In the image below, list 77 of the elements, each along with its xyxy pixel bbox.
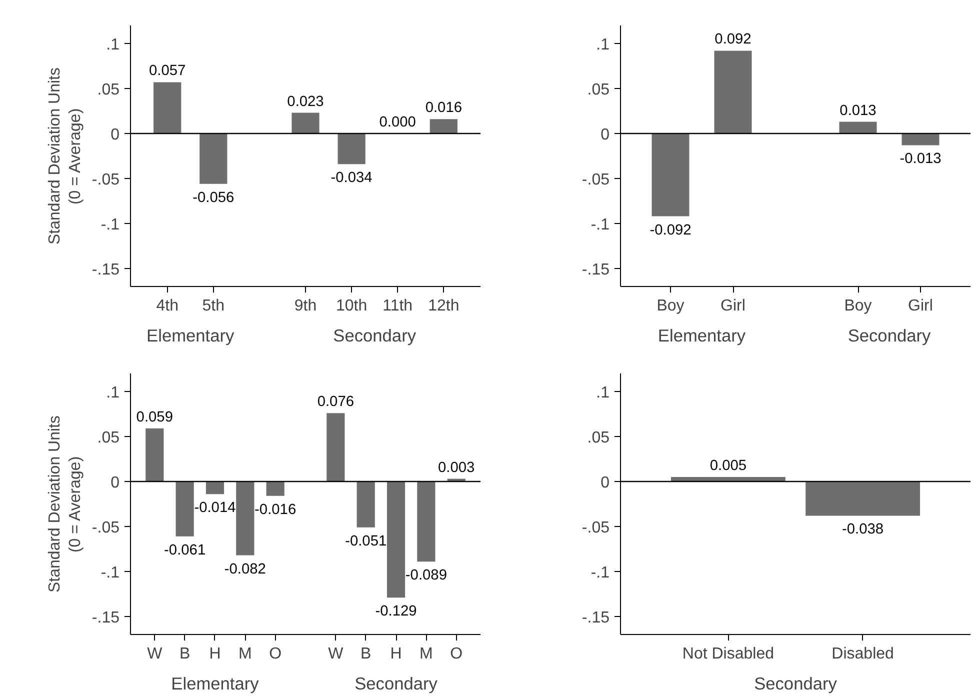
x-tick-label: W [328, 646, 344, 662]
x-tick-label: O [269, 646, 282, 662]
x-tick-label: H [390, 646, 402, 662]
text: Secondary [354, 674, 438, 694]
text: Elementary [658, 326, 746, 346]
data-label: -0.129 [375, 604, 417, 620]
y-tick-label: -.15 [582, 610, 610, 626]
data-label: -0.061 [164, 542, 206, 558]
data-label: -0.038 [842, 522, 884, 538]
y-tick-label: -.05 [582, 172, 610, 188]
x-tick-label: Not Disabled [682, 646, 774, 662]
data-label: -0.034 [330, 170, 372, 186]
text: Secondary [333, 326, 416, 346]
y-tick-label: -.05 [92, 172, 120, 188]
data-label: 0.076 [317, 394, 354, 410]
data-label: -0.082 [224, 561, 266, 578]
x-tick-label: 4th [156, 298, 178, 314]
data-label: 0.000 [379, 114, 416, 130]
y-tick-label: -.1 [100, 564, 120, 582]
data-label: 0.005 [710, 458, 747, 474]
y-tick-label: .05 [97, 82, 120, 98]
x-tick-label: H [209, 646, 221, 662]
data-label: 0.016 [425, 100, 462, 116]
y-tick-label: .1 [596, 384, 610, 402]
data-label: -0.051 [345, 533, 387, 550]
y-tick-label: .05 [587, 430, 610, 446]
data-label: -0.056 [192, 190, 234, 206]
data-label: -0.092 [650, 222, 692, 238]
x-tick-label: M [238, 646, 252, 662]
x-tick-label: B [360, 646, 372, 662]
x-tick-label: Girl [720, 298, 746, 314]
x-tick-label: Boy [656, 298, 684, 314]
x-tick-label: 10th [336, 298, 368, 314]
x-tick-label: Boy [844, 298, 872, 314]
y-tick-label: -.05 [582, 520, 610, 536]
y-tick-label: -.1 [590, 564, 610, 582]
y-tick-label: .1 [106, 36, 120, 54]
y-axis-title: Standard Deviation Units (0 = Average) [46, 416, 84, 592]
data-label: 0.057 [149, 63, 186, 80]
y-tick-label: .05 [97, 430, 120, 446]
data-label: -0.016 [254, 502, 296, 518]
y-tick-label: -.05 [92, 520, 120, 536]
data-label: -0.014 [194, 500, 236, 516]
x-tick-label: 12th [428, 298, 460, 314]
data-label: 0.092 [714, 32, 752, 48]
data-label: -0.089 [405, 568, 447, 584]
data-label: 0.013 [840, 102, 876, 119]
x-tick-label: 5th [202, 298, 225, 314]
y-tick-label: -.15 [582, 262, 610, 278]
y-tick-label: 0 [600, 126, 610, 144]
x-tick-label: 9th [294, 298, 317, 314]
y-tick-label: 0 [600, 474, 610, 492]
data-label: 0.023 [287, 94, 324, 110]
x-tick-label: W [147, 646, 164, 662]
y-tick-label: .1 [106, 384, 120, 402]
y-tick-label: -.15 [92, 610, 120, 626]
text: Secondary [754, 674, 838, 694]
x-tick-label: Disabled [832, 646, 894, 662]
data-label: -0.013 [900, 151, 942, 168]
data-label: 0.003 [438, 460, 475, 476]
y-tick-label: 0 [110, 474, 120, 492]
y-tick-label: -.15 [92, 262, 120, 278]
y-tick-label: 0 [110, 126, 120, 144]
y-tick-label: -.1 [590, 216, 610, 234]
x-tick-label: B [179, 646, 190, 662]
x-tick-label: Girl [908, 298, 933, 314]
x-tick-label: 11th [382, 298, 413, 314]
x-tick-label: M [420, 646, 433, 662]
text: Secondary [848, 326, 932, 346]
y-tick-label: .1 [596, 36, 610, 54]
data-label: 0.059 [136, 409, 173, 426]
text: Elementary [171, 674, 260, 694]
y-tick-label: .05 [587, 82, 610, 98]
x-tick-label: O [450, 646, 463, 662]
text: Elementary [146, 326, 235, 346]
y-tick-label: -.1 [100, 216, 120, 234]
y-axis-title: Standard Deviation Units (0 = Average) [46, 68, 84, 244]
